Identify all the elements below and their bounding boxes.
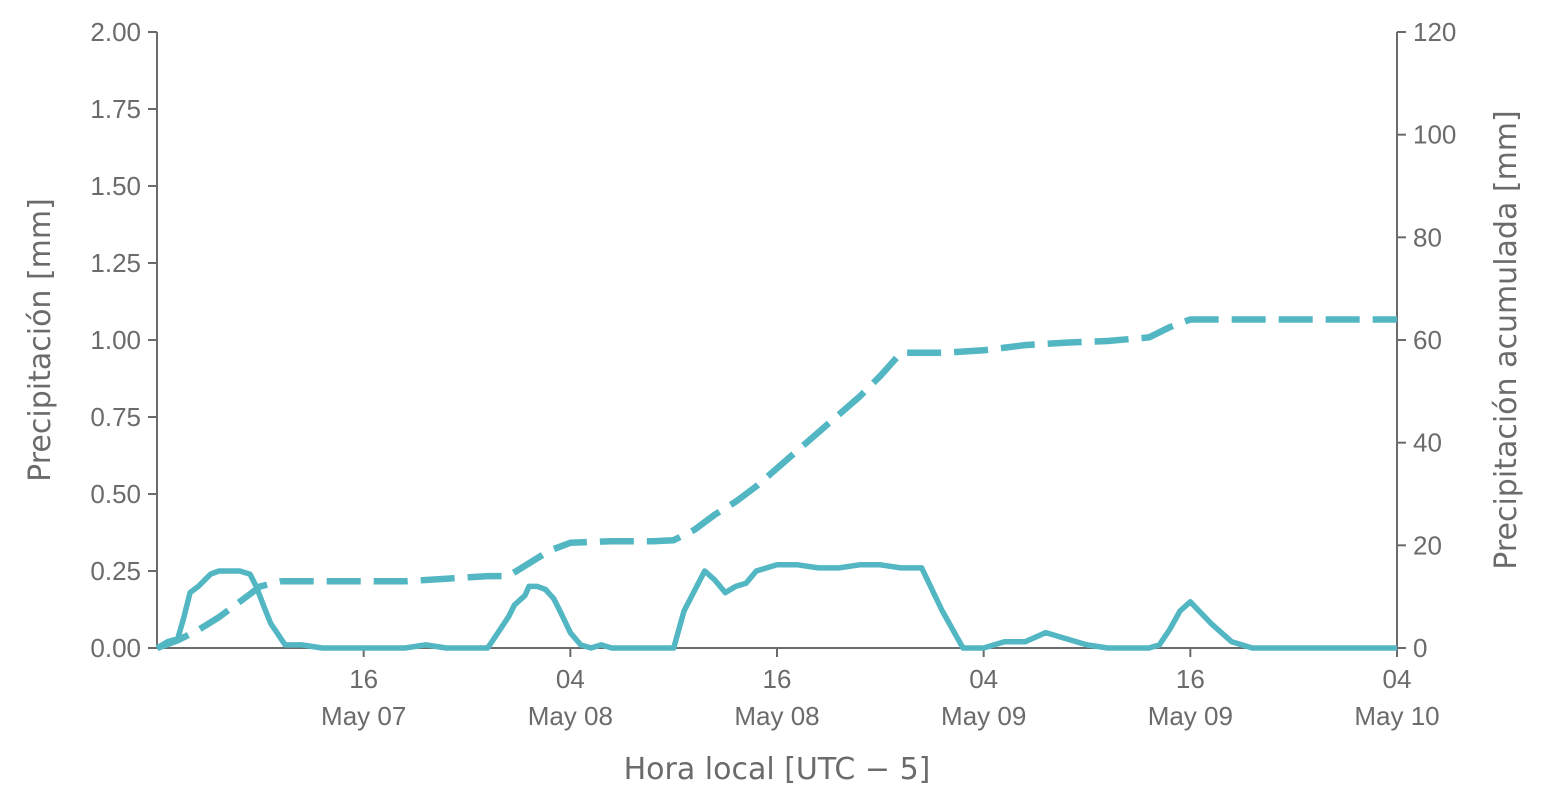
x-tick-time-label: 04 — [969, 664, 998, 694]
labels-layer: Hora local [UTC − 5] Precipitación [mm] … — [23, 110, 1524, 787]
left-y-tick-label: 0.25 — [90, 556, 141, 586]
x-tick-date-label: May 07 — [321, 701, 406, 731]
x-tick-time-label: 04 — [556, 664, 585, 694]
x-tick-time-label: 16 — [349, 664, 378, 694]
right-y-tick-label: 120 — [1413, 17, 1456, 47]
x-axis-title: Hora local [UTC − 5] — [624, 752, 931, 787]
right-y-tick-label: 20 — [1413, 530, 1442, 560]
x-tick-time-label: 16 — [1176, 664, 1205, 694]
left-y-tick-label: 0.75 — [90, 402, 141, 432]
x-tick-date-label: May 08 — [528, 701, 613, 731]
left-y-axis-title: Precipitación [mm] — [23, 198, 58, 482]
x-tick-date-label: May 10 — [1354, 701, 1439, 731]
right-y-axis-title: Precipitación acumulada [mm] — [1489, 110, 1524, 569]
x-tick-date-label: May 09 — [1148, 701, 1233, 731]
right-y-tick-label: 80 — [1413, 222, 1442, 252]
right-y-tick-label: 60 — [1413, 325, 1442, 355]
left-y-tick-label: 0.50 — [90, 479, 141, 509]
right-y-tick-label: 100 — [1413, 120, 1456, 150]
left-y-tick-label: 0.00 — [90, 633, 141, 663]
series-layer — [155, 316, 1397, 652]
x-tick-time-label: 16 — [763, 664, 792, 694]
right-y-tick-label: 40 — [1413, 428, 1442, 458]
left-y-tick-label: 2.00 — [90, 17, 141, 47]
axes-layer: 0.00 0.25 0.50 0.75 1.00 1.25 1.50 1.75 2.00 0 20 4… — [90, 17, 1456, 731]
right-y-tick-label: 0 — [1413, 633, 1427, 663]
left-y-tick-label: 1.00 — [90, 325, 141, 355]
x-tick-date-label: May 08 — [734, 701, 819, 731]
left-y-tick-label: 1.50 — [90, 171, 141, 201]
x-tick-date-label: May 09 — [941, 701, 1026, 731]
cumulative-precipitation-line — [155, 316, 1397, 652]
precipitation-line — [155, 562, 1397, 651]
left-y-tick-label: 1.75 — [90, 94, 141, 124]
left-y-tick-label: 1.25 — [90, 248, 141, 278]
x-tick-time-label: 04 — [1383, 664, 1412, 694]
